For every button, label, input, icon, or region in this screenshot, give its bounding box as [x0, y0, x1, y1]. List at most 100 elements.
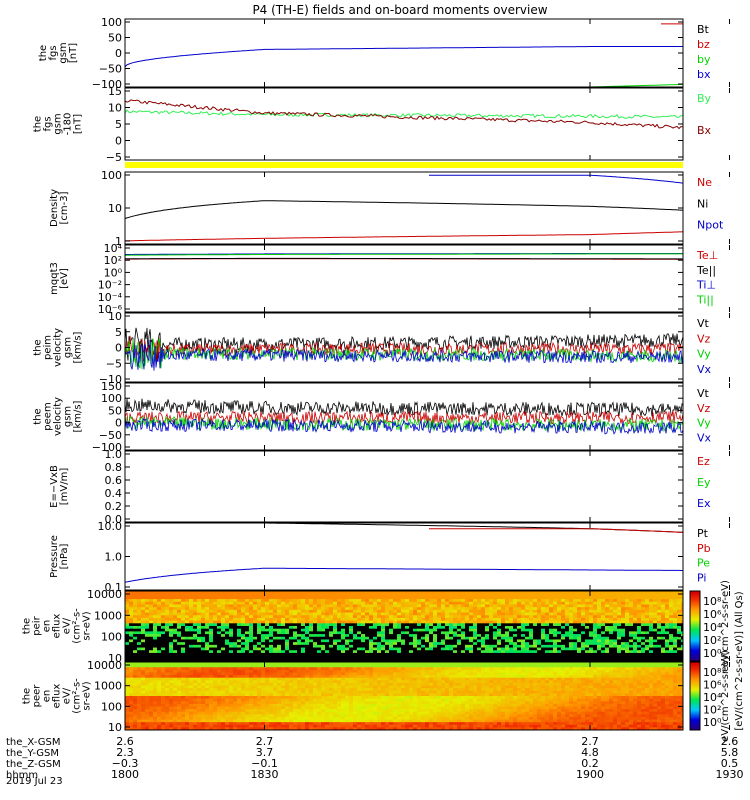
spectrogram-cell	[485, 591, 490, 595]
spectrogram-cell	[401, 650, 406, 654]
spectrogram-cell	[269, 644, 274, 649]
spectrogram-cell	[197, 647, 202, 651]
spectrogram-cell	[637, 650, 642, 654]
spectrogram-cell	[381, 596, 386, 600]
spectrogram-cell	[609, 626, 614, 630]
spectrogram-cell	[181, 652, 186, 657]
spectrogram-cell	[361, 596, 366, 600]
spectrogram-cell	[589, 644, 594, 649]
spectrogram-cell	[485, 636, 490, 640]
spectrogram-cell	[177, 669, 182, 673]
spectrogram-cell	[213, 626, 218, 630]
spectrogram-cell	[513, 626, 518, 630]
spectrogram-cell	[609, 615, 614, 619]
spectrogram-cell	[181, 662, 186, 666]
spectrogram-cell	[357, 615, 362, 619]
spectrogram-cell	[253, 662, 258, 666]
spectrogram-cell	[317, 601, 322, 605]
spectrogram-cell	[429, 599, 434, 603]
spectrogram-cell	[637, 615, 642, 619]
spectrogram-cell	[353, 644, 358, 649]
spectrogram-cell	[337, 628, 342, 632]
spectrogram-cell	[285, 601, 290, 605]
y-tick-label: 10⁻⁴	[98, 291, 123, 304]
spectrogram-cell	[309, 652, 314, 657]
spectrogram-cell	[313, 639, 318, 643]
spectrogram-cell	[489, 593, 494, 597]
spectrogram-cell	[433, 591, 438, 595]
spectrogram-cell	[145, 672, 150, 676]
spectrogram-cell	[381, 593, 386, 597]
spectrogram-cell	[465, 609, 470, 614]
spectrogram-cell	[145, 599, 150, 603]
spectrogram-cell	[665, 658, 670, 661]
spectrogram-cell	[517, 620, 522, 624]
spectrogram-cell	[273, 609, 278, 614]
spectrogram-cell	[637, 620, 642, 624]
spectrogram-cell	[549, 609, 554, 614]
spectrogram-cell	[277, 647, 282, 651]
spectrogram-cell	[321, 593, 326, 597]
spectrogram-cell	[173, 647, 178, 651]
spectrogram-cell	[265, 596, 270, 600]
spectrogram-cell	[365, 626, 370, 630]
spectrogram-cell	[129, 607, 134, 611]
spectrogram-cell	[205, 709, 210, 713]
spectrogram-cell	[589, 628, 594, 632]
spectrogram-cell	[629, 644, 634, 649]
series-vx-p6	[125, 417, 683, 435]
spectrogram-cell	[149, 631, 154, 635]
spectrogram-cell	[441, 634, 446, 638]
spectrogram-cell	[217, 693, 222, 697]
spectrogram-cell	[637, 609, 642, 614]
spectrogram-cell	[313, 636, 318, 640]
spectrogram-cell	[289, 623, 294, 627]
spectrogram-cell	[293, 650, 298, 654]
spectrogram-cell	[301, 612, 306, 616]
spectrogram-cell	[269, 714, 274, 718]
spectrogram-cell	[233, 636, 238, 640]
spectrogram-cell	[237, 675, 242, 679]
spectrogram-cell	[141, 664, 146, 668]
spectrogram-cell	[253, 690, 258, 694]
spectrogram-cell	[457, 620, 462, 624]
spectrogram-cell	[205, 664, 210, 668]
spectrogram-cell	[321, 658, 326, 661]
spectrogram-cell	[453, 615, 458, 619]
spectrogram-cell	[233, 631, 238, 635]
spectrogram-cell	[453, 655, 458, 659]
spectrogram-cell	[601, 620, 606, 624]
spectrogram-cell	[461, 601, 466, 605]
spectrogram-cell	[285, 631, 290, 635]
spectrogram-cell	[145, 716, 150, 721]
spectrogram-cell	[225, 706, 230, 710]
spectrogram-cell	[369, 631, 374, 635]
spectrogram-cell	[593, 617, 598, 622]
spectrogram-cell	[277, 607, 282, 611]
spectrogram-cell	[145, 658, 150, 661]
spectrogram-cell	[129, 698, 134, 702]
spectrogram-cell	[469, 601, 474, 605]
spectrogram-cell	[673, 596, 678, 600]
spectrogram-cell	[253, 591, 258, 595]
spectrogram-cell	[241, 599, 246, 603]
spectrogram-cell	[669, 612, 674, 616]
spectrogram-cell	[397, 599, 402, 603]
spectrogram-cell	[197, 724, 202, 728]
spectrogram-cell	[293, 626, 298, 630]
spectrogram-cell	[389, 631, 394, 635]
spectrogram-cell	[569, 639, 574, 643]
spectrogram-cell	[385, 591, 390, 595]
spectrogram-cell	[413, 626, 418, 630]
spectrogram-cell	[649, 596, 654, 600]
spectrogram-cell	[565, 607, 570, 611]
spectrogram-cell	[261, 685, 266, 689]
spectrogram-cell	[129, 642, 134, 646]
spectrogram-cell	[213, 672, 218, 676]
spectrogram-cell	[173, 655, 178, 659]
spectrogram-cell	[225, 620, 230, 624]
spectrogram-cell	[281, 615, 286, 619]
spectrogram-cell	[525, 658, 530, 661]
spectrogram-cell	[337, 655, 342, 659]
spectrogram-cell	[133, 609, 138, 614]
